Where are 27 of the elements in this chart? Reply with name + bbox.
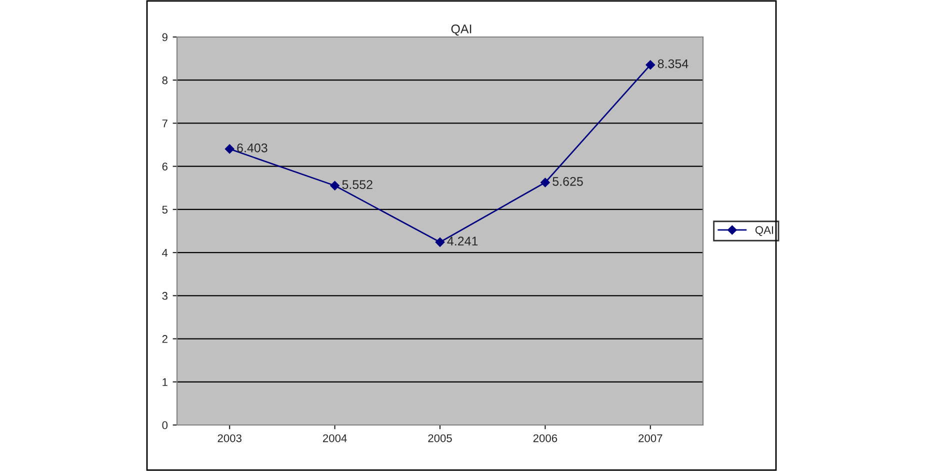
- y-tick-label: 0: [162, 421, 168, 430]
- y-tick-label: 1: [162, 378, 168, 386]
- point: [540, 178, 550, 188]
- point: [224, 144, 234, 154]
- y-tick-label: 2: [162, 335, 168, 343]
- x-tick-label: 2003: [218, 434, 242, 442]
- point: [435, 238, 445, 247]
- y-tick-label: 3: [162, 292, 168, 300]
- data-label: 5.625: [552, 177, 583, 186]
- chart-title: QAI: [451, 24, 472, 36]
- y-tick-label: 5: [162, 206, 168, 214]
- x-tick-label: 2004: [323, 434, 347, 442]
- y-tick-label: 6: [162, 162, 168, 170]
- x-tick-label: 2007: [638, 434, 662, 442]
- y-tick-label: 8: [162, 76, 168, 84]
- data-label: 5.552: [342, 180, 372, 190]
- legend-label: QAI: [755, 226, 774, 236]
- data-label: 4.241: [447, 236, 478, 246]
- x-tick-label: 2005: [428, 434, 452, 442]
- y-tick-label: 7: [162, 120, 168, 128]
- x-tick-label: 2006: [533, 434, 558, 442]
- data-label: 6.403: [237, 143, 268, 152]
- point: [330, 181, 340, 190]
- point: [646, 60, 656, 70]
- y-tick-label: 9: [162, 33, 168, 42]
- data-label: 8.354: [658, 59, 688, 68]
- y-tick-label: 4: [162, 248, 168, 257]
